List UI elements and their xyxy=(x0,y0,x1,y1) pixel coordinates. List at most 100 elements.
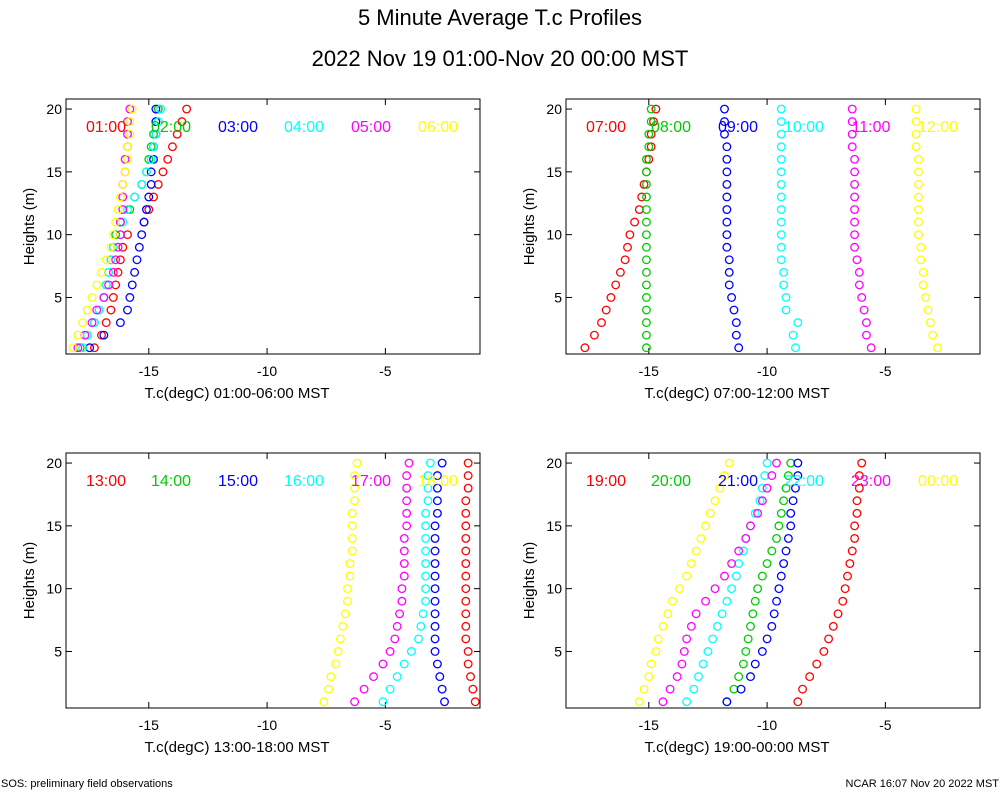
legend-label: 22:00 xyxy=(784,473,824,490)
y-tick-label: 10 xyxy=(46,227,62,243)
data-point xyxy=(104,280,114,290)
series-2000 xyxy=(722,458,796,707)
data-point xyxy=(331,659,341,669)
data-point xyxy=(120,154,130,164)
data-point xyxy=(481,585,489,593)
data-point xyxy=(461,546,471,556)
data-point xyxy=(118,242,128,252)
data-point xyxy=(113,205,123,214)
data-point xyxy=(786,521,796,531)
data-point xyxy=(641,242,651,252)
y-tick-label: 10 xyxy=(46,581,62,597)
data-point xyxy=(715,483,725,493)
x-axis-label: T.c(degC) 07:00-12:00 MST xyxy=(644,385,829,402)
data-point xyxy=(130,192,140,202)
data-point xyxy=(729,305,739,315)
data-point xyxy=(776,508,786,518)
data-point xyxy=(151,117,161,127)
data-point xyxy=(151,104,161,114)
data-point xyxy=(385,684,395,694)
chart-title: 5 Minute Average T.c Profiles xyxy=(358,5,642,30)
data-point xyxy=(634,697,644,707)
x-tick-label: -15 xyxy=(639,363,659,379)
series-2300 xyxy=(658,458,781,707)
legend-label: 19:00 xyxy=(586,473,626,490)
data-point xyxy=(430,621,440,631)
y-tick-label: 10 xyxy=(546,227,562,243)
data-point xyxy=(141,167,151,177)
data-point xyxy=(911,129,921,139)
data-point xyxy=(490,660,498,668)
data-point xyxy=(423,483,433,493)
data-point xyxy=(115,192,125,202)
data-point xyxy=(776,205,786,214)
series-1500 xyxy=(430,458,449,707)
data-point xyxy=(123,205,132,214)
data-point xyxy=(461,571,471,581)
data-point xyxy=(146,154,156,164)
data-point xyxy=(483,610,491,618)
data-point xyxy=(402,521,412,531)
panel-3: -15 -10 -5 5 10 15 20 T.c(degC) 13:00-18:00 MST… xyxy=(21,452,498,756)
series-1100 xyxy=(847,104,876,353)
data-point xyxy=(435,672,445,682)
data-point xyxy=(430,521,440,531)
data-point xyxy=(641,318,651,328)
data-point xyxy=(641,167,651,177)
data-point xyxy=(914,205,923,214)
data-point xyxy=(644,672,654,682)
data-point xyxy=(682,634,692,644)
data-point xyxy=(734,343,744,353)
data-point xyxy=(779,559,789,568)
panel-4: -15 -10 -5 5 10 15 20 T.c(degC) 19:00-00:00 MST… xyxy=(521,452,981,756)
legend-label: 23:00 xyxy=(851,473,891,490)
data-point xyxy=(722,192,732,202)
data-point xyxy=(378,697,388,707)
data-point xyxy=(857,458,867,468)
data-point xyxy=(641,280,651,290)
data-point xyxy=(134,242,144,252)
data-point xyxy=(463,471,473,481)
data-point xyxy=(333,647,343,656)
data-point xyxy=(914,154,923,164)
data-point xyxy=(701,596,711,606)
data-point xyxy=(911,142,921,152)
data-point xyxy=(421,559,431,568)
data-point xyxy=(675,584,685,594)
data-point xyxy=(914,230,923,240)
legend-label: 09:00 xyxy=(718,119,758,136)
data-point xyxy=(123,154,132,164)
data-point xyxy=(750,508,760,518)
y-tick-label: 15 xyxy=(546,164,562,180)
data-point xyxy=(343,596,352,606)
legend-label: 02:00 xyxy=(151,119,191,136)
legend-label: 21:00 xyxy=(718,473,758,490)
data-point xyxy=(430,609,440,619)
data-point xyxy=(156,104,166,114)
legend-label: 13:00 xyxy=(86,473,126,490)
data-point xyxy=(115,318,125,328)
data-point xyxy=(421,521,431,531)
data-point xyxy=(106,242,116,252)
plot-frame xyxy=(65,98,481,355)
y-tick-label: 15 xyxy=(46,518,62,534)
data-point xyxy=(757,496,767,506)
data-point xyxy=(746,672,755,682)
data-point xyxy=(625,230,635,240)
data-point xyxy=(776,117,786,127)
legend-label: 06:00 xyxy=(418,119,458,136)
data-point xyxy=(123,129,132,139)
data-point xyxy=(720,571,729,581)
x-tick-label: -5 xyxy=(879,717,892,733)
data-point xyxy=(847,117,857,127)
data-point xyxy=(854,483,864,493)
data-point xyxy=(776,571,786,581)
data-point xyxy=(463,659,473,669)
data-point xyxy=(762,483,772,493)
series-1800 xyxy=(319,458,362,707)
data-point xyxy=(461,584,471,594)
data-point xyxy=(776,167,786,177)
data-point xyxy=(101,280,111,290)
data-point xyxy=(123,305,132,315)
y-tick-label: 5 xyxy=(54,643,62,659)
